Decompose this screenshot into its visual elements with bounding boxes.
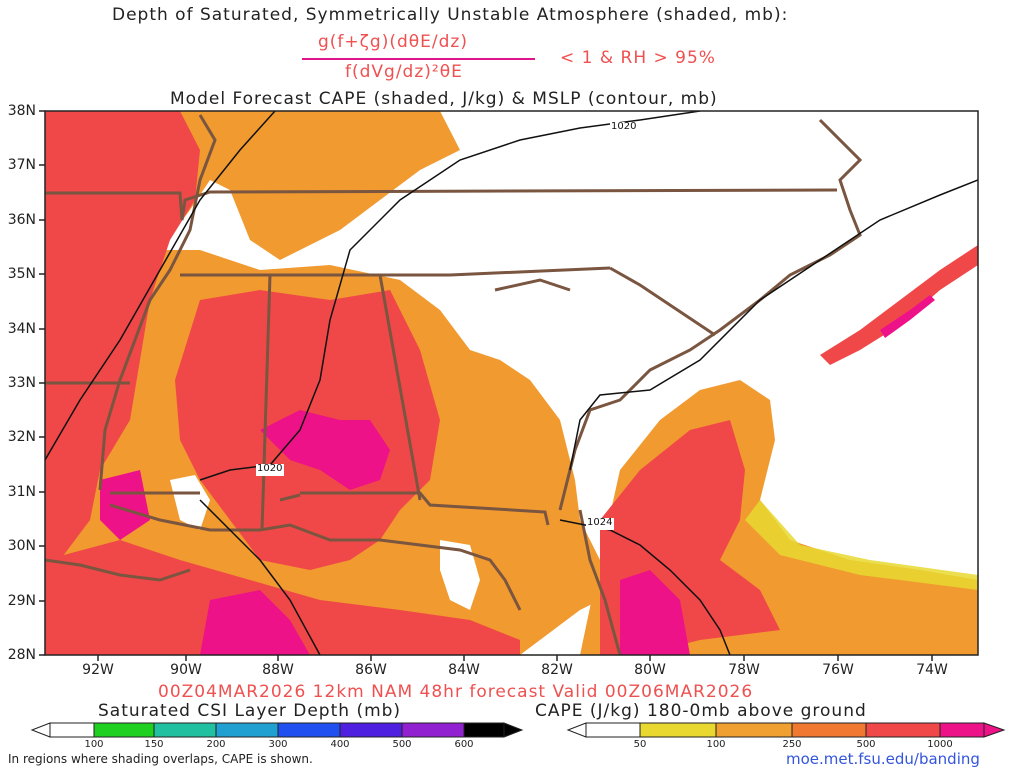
isobar-label-text-1020-north: 1020 (611, 121, 637, 132)
lon-label-80w: 80W (634, 662, 666, 678)
colorbars (30, 722, 1006, 738)
cape-tick-1000: 1000 (927, 739, 953, 750)
lon-label-76w: 76W (822, 662, 854, 678)
cape-tick-100: 100 (706, 739, 726, 750)
cape-colorbar-title: CAPE (J/kg) 180-0mb above ground (535, 701, 867, 721)
lat-label-30n: 30N (7, 538, 36, 554)
shading-layer (45, 111, 978, 655)
csi-tick-300: 300 (268, 739, 288, 750)
csi-tick-100: 100 (84, 739, 104, 750)
lon-label-86w: 86W (355, 662, 387, 678)
lon-label-74w: 74W (916, 662, 948, 678)
lat-label-31n: 31N (7, 484, 36, 500)
shading-gap-la (170, 475, 210, 530)
lat-label-29n: 29N (7, 593, 36, 609)
state-boundaries (45, 114, 863, 655)
lon-label-84w: 84W (448, 662, 480, 678)
cape-shading-magenta-west (100, 470, 150, 540)
lon-label-92w: 92W (82, 662, 114, 678)
formula-numerator: g(f+ζg)(dθE/dz) (318, 32, 468, 52)
isobar-label-1020-north (610, 122, 638, 134)
lat-ticks (39, 110, 45, 656)
lat-label-28n: 28N (7, 647, 36, 663)
lon-ticks (97, 655, 933, 661)
lon-label-90w: 90W (170, 662, 202, 678)
cape-tick-500: 500 (856, 739, 876, 750)
cape-shading-magenta-east (620, 570, 690, 655)
map-subtitle: Model Forecast CAPE (shaded, J/kg) & MSL… (170, 89, 718, 109)
map-title: Depth of Saturated, Symmetrically Unstab… (112, 5, 789, 25)
isobar-label-text-1024: 1024 (587, 517, 613, 528)
cape-shading-offshore-band-core (880, 295, 935, 338)
csi-tick-600: 600 (454, 739, 474, 750)
cape-shading-magenta-central (260, 410, 390, 490)
cape-shading-yellow-rim (745, 500, 978, 590)
isobar-label-text-1020-gulf: 1020 (257, 463, 283, 474)
lat-label-37n: 37N (7, 157, 36, 173)
formula-condition: < 1 & RH > 95% (560, 48, 716, 68)
formula-fraction-bar (302, 58, 535, 60)
lat-label-32n: 32N (7, 429, 36, 445)
cape-colorbar (566, 722, 1006, 738)
lat-label-33n: 33N (7, 375, 36, 391)
cape-shading-magenta-south (200, 590, 310, 655)
isobar-label-1024 (586, 518, 614, 530)
source-url-link[interactable]: moe.met.fsu.edu/banding (786, 750, 980, 768)
lon-label-78w: 78W (728, 662, 760, 678)
lat-label-34n: 34N (7, 321, 36, 337)
csi-colorbar-title: Saturated CSI Layer Depth (mb) (98, 701, 402, 721)
shading-gap-fl-panhandle (440, 540, 480, 610)
cape-shading-red-south (45, 540, 520, 655)
csi-tick-400: 400 (330, 739, 350, 750)
cape-shading-offshore-band (820, 245, 978, 365)
cape-tick-50: 50 (633, 739, 647, 750)
forecast-valid-time: 00Z04MAR2026 12km NAM 48hr forecast Vali… (158, 682, 754, 702)
csi-tick-150: 150 (144, 739, 164, 750)
lon-label-88w: 88W (262, 662, 294, 678)
lat-label-36n: 36N (7, 212, 36, 228)
formula-denominator: f(dVg/dz)²θE (345, 62, 463, 82)
lat-label-35n: 35N (7, 266, 36, 282)
csi-colorbar (30, 722, 524, 738)
csi-tick-500: 500 (392, 739, 412, 750)
overlap-note: In regions where shading overlaps, CAPE … (8, 752, 313, 766)
cape-tick-250: 250 (782, 739, 802, 750)
lon-label-82w: 82W (541, 662, 573, 678)
lat-label-38n: 38N (7, 103, 36, 119)
csi-tick-200: 200 (206, 739, 226, 750)
isobar-label-1020-gulf (256, 464, 284, 476)
